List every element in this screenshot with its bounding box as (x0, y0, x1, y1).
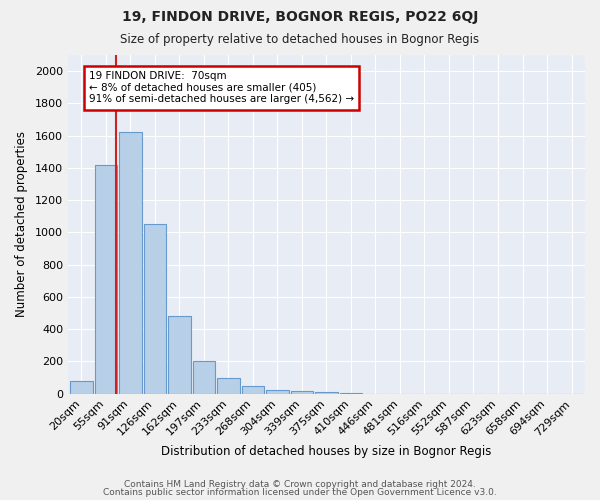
Bar (168, 316, 191, 394)
Bar (315, 392, 338, 394)
Bar (290, 392, 313, 394)
Y-axis label: Number of detached properties: Number of detached properties (15, 132, 28, 318)
Bar (119, 132, 142, 394)
Bar (217, 378, 240, 394)
Bar (242, 386, 264, 394)
Bar (95, 164, 117, 394)
Bar (340, 393, 362, 394)
X-axis label: Distribution of detached houses by size in Bognor Regis: Distribution of detached houses by size … (161, 444, 491, 458)
Bar (193, 360, 215, 394)
Text: Contains HM Land Registry data © Crown copyright and database right 2024.: Contains HM Land Registry data © Crown c… (124, 480, 476, 489)
Text: Contains public sector information licensed under the Open Government Licence v3: Contains public sector information licen… (103, 488, 497, 497)
Bar (70, 381, 92, 394)
Bar (266, 390, 289, 394)
Text: Size of property relative to detached houses in Bognor Regis: Size of property relative to detached ho… (121, 32, 479, 46)
Text: 19 FINDON DRIVE:  70sqm
← 8% of detached houses are smaller (405)
91% of semi-de: 19 FINDON DRIVE: 70sqm ← 8% of detached … (89, 71, 354, 104)
Bar (143, 224, 166, 394)
Text: 19, FINDON DRIVE, BOGNOR REGIS, PO22 6QJ: 19, FINDON DRIVE, BOGNOR REGIS, PO22 6QJ (122, 10, 478, 24)
